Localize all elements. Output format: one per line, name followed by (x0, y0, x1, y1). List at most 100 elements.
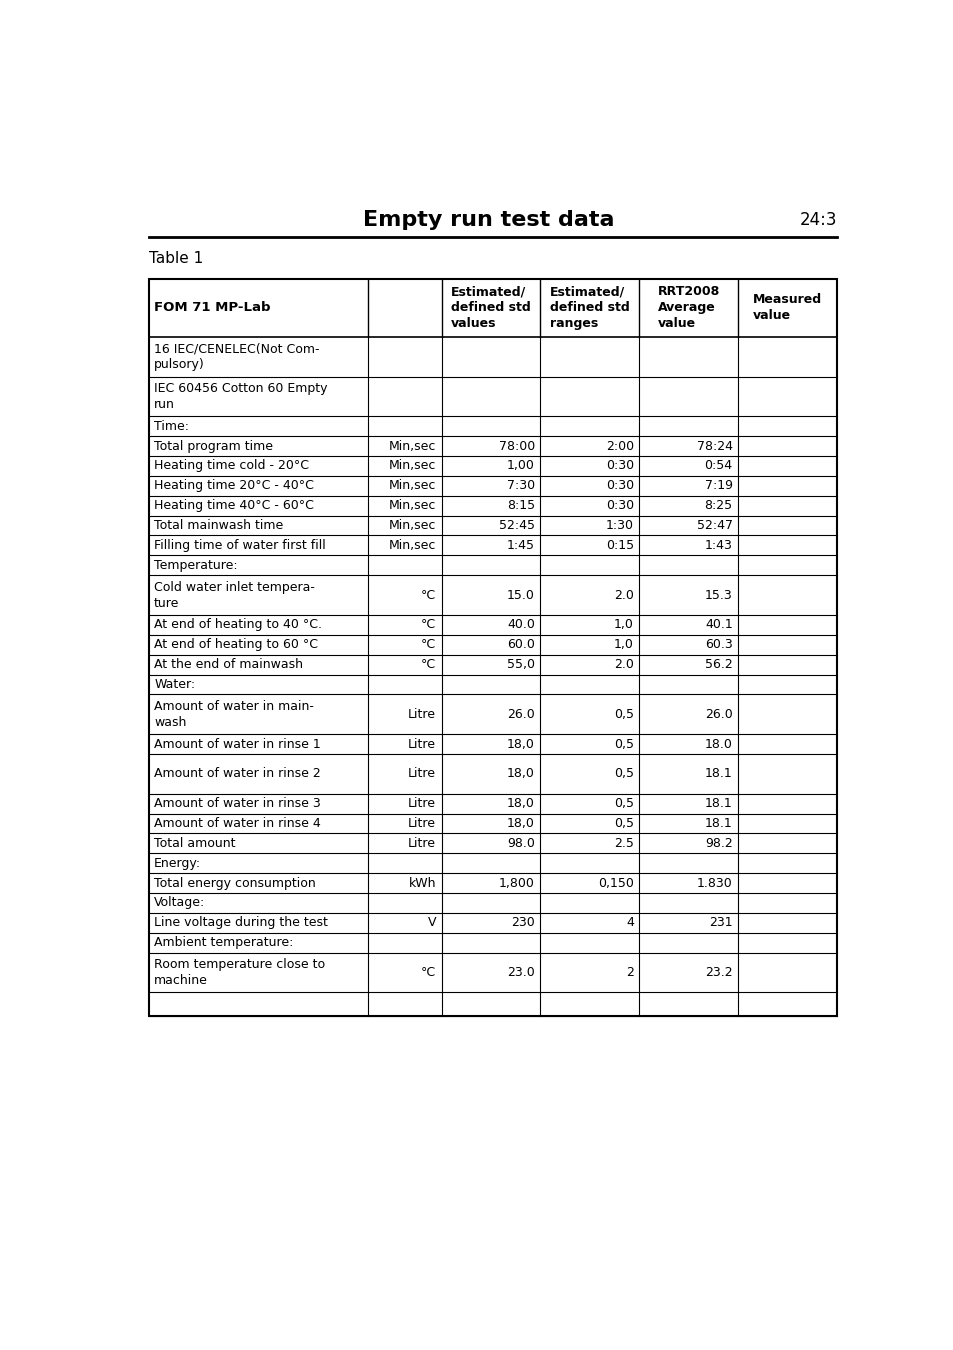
Text: 0:30: 0:30 (605, 500, 633, 512)
Text: 0:54: 0:54 (703, 459, 732, 472)
Text: 7:19: 7:19 (704, 479, 732, 493)
Text: Water:: Water: (154, 678, 195, 691)
Text: Measured
value: Measured value (752, 293, 821, 323)
Text: 26.0: 26.0 (507, 707, 535, 721)
Text: 0,5: 0,5 (613, 737, 633, 751)
Text: Litre: Litre (408, 767, 436, 780)
Text: °C: °C (420, 657, 436, 671)
Text: 1,0: 1,0 (614, 618, 633, 632)
Text: 18.0: 18.0 (704, 737, 732, 751)
Text: Total program time: Total program time (154, 440, 273, 452)
Text: Min,sec: Min,sec (388, 459, 436, 472)
Text: 1.830: 1.830 (696, 876, 732, 890)
Text: Room temperature close to
machine: Room temperature close to machine (154, 958, 325, 987)
Text: Min,sec: Min,sec (388, 518, 436, 532)
Text: 0:30: 0:30 (605, 459, 633, 472)
Text: Estimated/
defined std
ranges: Estimated/ defined std ranges (549, 285, 629, 331)
Text: Estimated/
defined std
values: Estimated/ defined std values (451, 285, 530, 331)
Text: 0,5: 0,5 (613, 767, 633, 780)
Text: 18.1: 18.1 (704, 817, 732, 830)
Text: 0:15: 0:15 (605, 539, 633, 552)
Text: 24:3: 24:3 (799, 211, 836, 228)
Text: Heating time 40°C - 60°C: Heating time 40°C - 60°C (154, 500, 314, 512)
Text: 0:30: 0:30 (605, 479, 633, 493)
Text: 52:47: 52:47 (696, 518, 732, 532)
Text: 40.0: 40.0 (507, 618, 535, 632)
Text: Total mainwash time: Total mainwash time (154, 518, 283, 532)
Text: Cold water inlet tempera-
ture: Cold water inlet tempera- ture (154, 580, 314, 610)
Text: Energy:: Energy: (154, 857, 201, 869)
Text: Amount of water in rinse 3: Amount of water in rinse 3 (154, 796, 320, 810)
Text: Amount of water in rinse 4: Amount of water in rinse 4 (154, 817, 320, 830)
Text: 40.1: 40.1 (704, 618, 732, 632)
Text: Ambient temperature:: Ambient temperature: (154, 936, 294, 949)
Text: Min,sec: Min,sec (388, 539, 436, 552)
Text: 7:30: 7:30 (506, 479, 535, 493)
Text: At end of heating to 60 °C: At end of heating to 60 °C (154, 639, 317, 651)
Text: 1:30: 1:30 (605, 518, 633, 532)
Text: 78:00: 78:00 (498, 440, 535, 452)
Text: Amount of water in rinse 2: Amount of water in rinse 2 (154, 767, 320, 780)
Text: 26.0: 26.0 (704, 707, 732, 721)
Text: 60.0: 60.0 (507, 639, 535, 651)
Text: RRT2008
Average
value: RRT2008 Average value (657, 285, 719, 331)
Text: IEC 60456 Cotton 60 Empty
run: IEC 60456 Cotton 60 Empty run (154, 382, 327, 410)
Text: Min,sec: Min,sec (388, 500, 436, 512)
Text: 2: 2 (625, 967, 633, 979)
Text: Total amount: Total amount (154, 837, 235, 850)
Text: Table 1: Table 1 (149, 251, 203, 266)
Text: 1:43: 1:43 (704, 539, 732, 552)
Text: 23.0: 23.0 (507, 967, 535, 979)
Text: Litre: Litre (408, 707, 436, 721)
Text: 1,800: 1,800 (498, 876, 535, 890)
Text: Voltage:: Voltage: (154, 896, 205, 910)
Text: 1,0: 1,0 (614, 639, 633, 651)
Text: 8:25: 8:25 (703, 500, 732, 512)
Text: 0,5: 0,5 (613, 707, 633, 721)
Text: 52:45: 52:45 (498, 518, 535, 532)
Text: 0,150: 0,150 (598, 876, 633, 890)
Text: Amount of water in main-
wash: Amount of water in main- wash (154, 699, 314, 729)
Text: At end of heating to 40 °C.: At end of heating to 40 °C. (154, 618, 322, 632)
Text: 18.1: 18.1 (704, 767, 732, 780)
Text: 0,5: 0,5 (613, 817, 633, 830)
Text: Total energy consumption: Total energy consumption (154, 876, 315, 890)
Text: Time:: Time: (154, 420, 189, 433)
Text: 4: 4 (625, 917, 633, 929)
Text: 8:15: 8:15 (506, 500, 535, 512)
Text: 23.2: 23.2 (704, 967, 732, 979)
Text: 56.2: 56.2 (704, 657, 732, 671)
Text: Min,sec: Min,sec (388, 440, 436, 452)
Text: °C: °C (420, 618, 436, 632)
Text: Litre: Litre (408, 837, 436, 850)
Text: kWh: kWh (408, 876, 436, 890)
Text: 98.2: 98.2 (704, 837, 732, 850)
Text: 1,00: 1,00 (507, 459, 535, 472)
Text: 55,0: 55,0 (506, 657, 535, 671)
Text: Litre: Litre (408, 796, 436, 810)
Text: 2.0: 2.0 (614, 657, 633, 671)
Text: °C: °C (420, 639, 436, 651)
Text: V: V (427, 917, 436, 929)
Text: 16 IEC/CENELEC(Not Com-
pulsory): 16 IEC/CENELEC(Not Com- pulsory) (154, 342, 319, 371)
Text: 2.5: 2.5 (614, 837, 633, 850)
Text: At the end of mainwash: At the end of mainwash (154, 657, 303, 671)
Text: Temperature:: Temperature: (154, 559, 237, 572)
Text: 78:24: 78:24 (696, 440, 732, 452)
Text: 18,0: 18,0 (507, 796, 535, 810)
Text: Line voltage during the test: Line voltage during the test (154, 917, 328, 929)
Bar (149, 279, 836, 1017)
Text: 98.0: 98.0 (507, 837, 535, 850)
Text: FOM 71 MP-Lab: FOM 71 MP-Lab (154, 301, 271, 315)
Text: 18,0: 18,0 (507, 817, 535, 830)
Text: Heating time 20°C - 40°C: Heating time 20°C - 40°C (154, 479, 314, 493)
Text: 0,5: 0,5 (613, 796, 633, 810)
Text: 60.3: 60.3 (704, 639, 732, 651)
Text: 18,0: 18,0 (507, 737, 535, 751)
Text: Filling time of water first fill: Filling time of water first fill (154, 539, 326, 552)
Text: Litre: Litre (408, 817, 436, 830)
Text: Min,sec: Min,sec (388, 479, 436, 493)
Text: 2:00: 2:00 (605, 440, 633, 452)
Text: Litre: Litre (408, 737, 436, 751)
Text: 18,0: 18,0 (507, 767, 535, 780)
